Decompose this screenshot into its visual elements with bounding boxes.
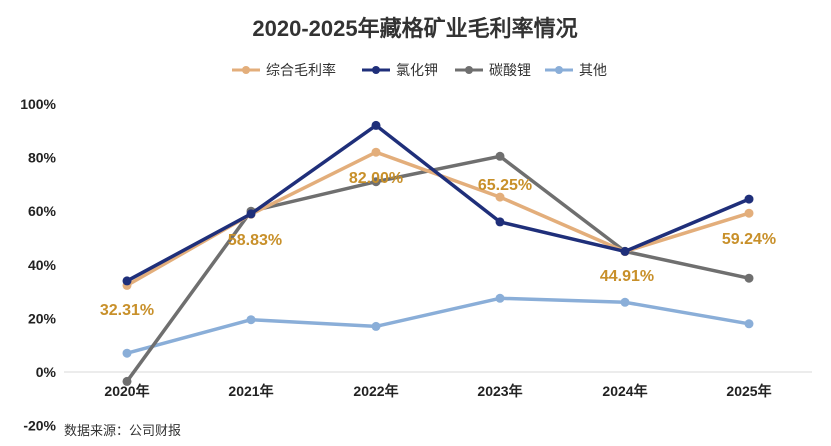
data-point	[495, 192, 505, 202]
data-point	[371, 321, 381, 331]
legend: 综合毛利率 氯化钾 碳酸锂 其他	[232, 62, 607, 78]
x-tick-label: 2020年	[104, 383, 149, 399]
legend-item-3: 其他	[545, 62, 607, 78]
series-1	[122, 120, 754, 286]
x-tick-label: 2021年	[228, 383, 273, 399]
data-point	[246, 315, 256, 325]
data-point	[744, 273, 754, 283]
data-label: 44.91%	[600, 268, 654, 285]
data-point	[744, 208, 754, 218]
series-2	[122, 151, 754, 386]
legend-swatch-dot	[372, 66, 380, 74]
chart-title: 2020-2025年藏格矿业毛利率情况	[252, 16, 577, 41]
series-3	[122, 293, 754, 358]
series-line	[125, 154, 751, 384]
series-line	[125, 123, 751, 283]
data-point	[744, 319, 754, 329]
series-lines	[122, 120, 754, 386]
x-tick-label: 2022年	[353, 383, 398, 399]
data-point	[495, 151, 505, 161]
legend-item-2: 碳酸锂	[455, 62, 531, 78]
legend-swatch-dot	[242, 66, 250, 74]
y-tick-label: -20%	[23, 418, 56, 434]
data-label: 82.00%	[349, 170, 403, 187]
data-label: 32.31%	[100, 302, 154, 319]
data-point	[246, 209, 256, 219]
data-point	[371, 177, 381, 187]
legend-label: 综合毛利率	[266, 62, 336, 78]
x-tick-label: 2024年	[602, 383, 647, 399]
data-label: 65.25%	[478, 177, 532, 194]
data-point	[620, 246, 630, 256]
x-axis: 2020年 2021年 2022年 2023年 2024年 2025年	[64, 371, 812, 399]
y-tick-label: 60%	[28, 203, 57, 219]
legend-item-1: 氯化钾	[362, 62, 438, 78]
data-point	[371, 147, 381, 157]
legend-label: 氯化钾	[396, 62, 438, 78]
source-note: 数据来源：公司财报	[64, 423, 181, 438]
data-point	[122, 376, 132, 386]
data-label: 58.83%	[228, 232, 282, 249]
y-tick-label: 20%	[28, 310, 57, 326]
legend-swatch-dot	[465, 66, 473, 74]
y-tick-label: 100%	[20, 96, 56, 112]
data-point	[371, 120, 381, 130]
y-tick-label: 80%	[28, 150, 57, 166]
legend-item-0: 综合毛利率	[232, 62, 336, 78]
x-tick-label: 2025年	[726, 383, 771, 399]
series-line	[125, 296, 751, 355]
data-point	[620, 297, 630, 307]
legend-swatch-dot	[555, 66, 563, 74]
y-tick-label: 0%	[36, 364, 57, 380]
data-point	[122, 348, 132, 358]
data-labels: 32.31% 58.83% 82.00% 65.25% 44.91% 59.24%	[100, 170, 776, 319]
data-point	[495, 217, 505, 227]
x-tick-label: 2023年	[477, 383, 522, 399]
y-tick-label: 40%	[28, 257, 57, 273]
data-label: 59.24%	[722, 231, 776, 248]
y-axis: -20% 0% 20% 40% 60% 80% 100%	[20, 96, 56, 434]
data-point	[495, 293, 505, 303]
data-point	[122, 276, 132, 286]
legend-label: 其他	[579, 62, 607, 78]
data-point	[744, 194, 754, 204]
legend-label: 碳酸锂	[489, 62, 531, 78]
